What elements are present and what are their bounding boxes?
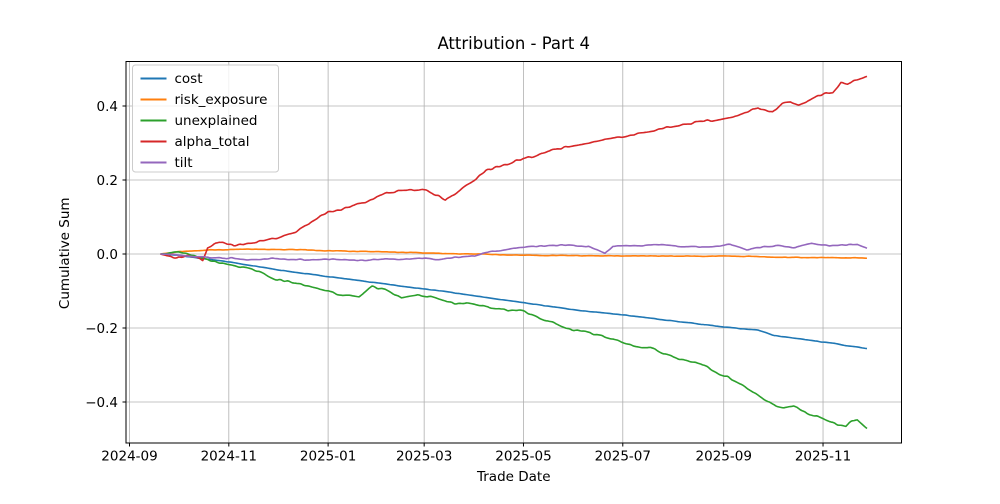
series-line-cost [160,253,868,350]
gridlines [126,61,902,443]
y-axis-label: Cumulative Sum [57,197,73,309]
y-tick-label: −0.2 [85,321,118,337]
y-tick-label: −0.4 [85,395,118,411]
x-tick-label: 2025-01 [300,449,356,465]
x-tick-labels: 2024-09 2024-11 2025-01 2025-03 2025-05 2025-… [101,449,851,465]
legend-label-alpha_total: alpha_total [175,134,250,150]
plot-border [125,61,902,444]
series-line-risk_exposure [160,248,868,260]
y-tick-label: 0.4 [97,99,118,115]
y-tick-labels: 0.4 0.2 0.0 −0.2 −0.4 [85,99,118,411]
x-tick-label: 2024-09 [101,449,157,465]
legend-label-risk_exposure: risk_exposure [175,92,268,108]
x-tick-label: 2025-11 [795,449,851,465]
series-lines [160,75,868,430]
legend-label-cost: cost [175,71,203,87]
legend: cost risk_exposure unexplained alpha_totalt… [132,64,279,173]
x-tick-label: 2025-07 [595,449,651,465]
series-line-tilt [160,242,868,262]
legend-label-tilt: tilt [175,155,193,171]
series-line-unexplained [160,251,868,430]
x-tick-label: 2025-03 [396,449,452,465]
legend-box [132,64,279,173]
y-tick-label: 0.0 [97,247,118,263]
legend-label-unexplained: unexplained [175,113,258,129]
x-axis-label: Trade Date [476,469,551,485]
y-tick-label: 0.2 [97,173,118,189]
series-line-alpha_total [160,75,868,262]
tick-marks [122,105,824,447]
x-tick-label: 2024-11 [201,449,257,465]
chart-title: Attribution - Part 4 [437,34,590,53]
x-tick-label: 2025-05 [495,449,551,465]
x-tick-label: 2025-09 [696,449,752,465]
